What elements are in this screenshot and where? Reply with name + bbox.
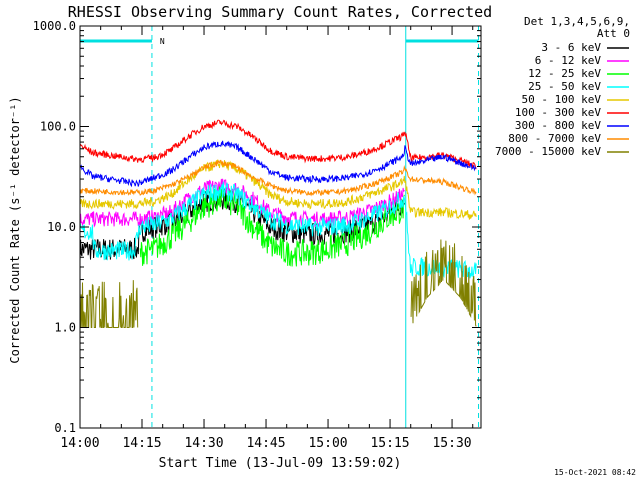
x-axis-label: Start Time (13-Jul-09 13:59:02) [159, 456, 402, 471]
legend-label: 800 - 7000 keV [508, 132, 601, 145]
series-300-800-kev [79, 140, 477, 188]
legend-label: 100 - 300 keV [515, 106, 601, 119]
legend-label: 6 - 12 keV [535, 54, 602, 67]
y-tick-label: 1.0 [54, 321, 76, 335]
x-tick-label: 14:15 [122, 436, 161, 451]
legend-label: 7000 - 15000 keV [495, 145, 601, 158]
x-tick-label: 14:30 [184, 436, 223, 451]
series-line [79, 119, 477, 170]
axes: 0.1 1.0 10.0 100.0 1000.0 14:00 14:15 14:30 14:4… [33, 19, 482, 451]
legend-header-line-1: Det 1,3,4,5,6,9, [524, 15, 630, 28]
legend-label: 12 - 25 keV [528, 67, 601, 80]
legend-label: 300 - 800 keV [515, 119, 601, 132]
y-tick-label: 100.0 [40, 120, 76, 134]
series-line [79, 159, 477, 197]
y-tick-label: 0.1 [54, 421, 76, 435]
series-line [80, 239, 477, 329]
series-layer [79, 119, 477, 329]
series-50-100-kev [79, 159, 477, 220]
series-25-50-kev [79, 181, 477, 279]
legend-label: 50 - 100 keV [522, 93, 602, 106]
series-7000-15000-kev [80, 239, 477, 329]
series-line [79, 159, 477, 220]
y-tick-label: 10.0 [47, 220, 76, 234]
x-tick-label: 15:00 [308, 436, 347, 451]
series-line [79, 181, 477, 279]
x-tick-label: 15:15 [370, 436, 409, 451]
footer-date: 15-Oct-2021 08:42 [554, 468, 636, 477]
legend-header-line-2: Att 0 [597, 27, 630, 40]
y-axis-label: Corrected Count Rate (s⁻¹ detector⁻¹) [8, 96, 22, 363]
series-800-7000-kev [79, 159, 477, 197]
series-100-300-kev [79, 119, 477, 170]
x-tick-label: 14:45 [246, 436, 285, 451]
x-tick-label: 15:30 [432, 436, 471, 451]
legend-label: 3 - 6 keV [541, 41, 601, 54]
x-tick-label: 14:00 [60, 436, 99, 451]
y-tick-label: 1000.0 [33, 19, 76, 33]
legend-label: 25 - 50 keV [528, 80, 601, 93]
night-flag-label: N [160, 37, 165, 46]
chart-title: RHESSI Observing Summary Count Rates, Co… [68, 3, 492, 21]
series-line [79, 140, 477, 188]
